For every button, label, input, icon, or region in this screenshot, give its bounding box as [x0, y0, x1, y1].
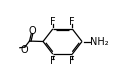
Text: F: F: [50, 17, 56, 27]
Text: NH₂: NH₂: [90, 37, 109, 46]
Text: O: O: [28, 26, 36, 36]
Text: F: F: [50, 56, 56, 66]
Text: F: F: [70, 56, 75, 66]
Text: O: O: [21, 45, 28, 55]
Text: F: F: [70, 17, 75, 27]
